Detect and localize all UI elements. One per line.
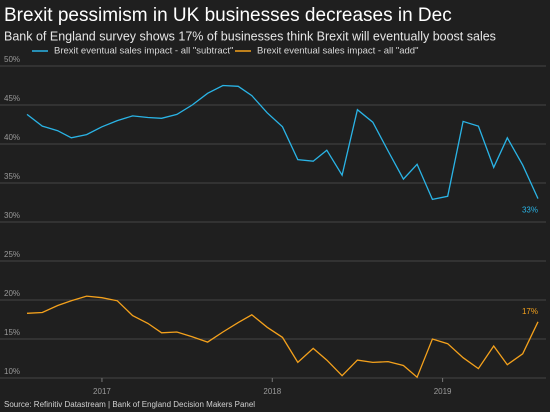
legend-label: Brexit eventual sales impact - all "add" (257, 46, 418, 57)
y-tick-label: 15% (4, 328, 20, 337)
end-label: 17% (522, 307, 538, 316)
x-tick-label: 2017 (93, 387, 111, 396)
y-tick-label: 25% (4, 250, 20, 259)
legend-label: Brexit eventual sales impact - all "subt… (54, 46, 233, 57)
y-tick-label: 35% (4, 172, 20, 181)
y-tick-label: 40% (4, 133, 20, 142)
chart-subtitle: Bank of England survey shows 17% of busi… (4, 29, 496, 43)
y-tick-label: 20% (4, 289, 20, 298)
series-line (26, 84, 539, 201)
chart-title: Brexit pessimism in UK businesses decrea… (4, 5, 452, 26)
x-tick-label: 2019 (434, 387, 452, 396)
y-tick-label: 10% (4, 367, 20, 376)
source-note: Source: Refinitiv Datastream | Bank of E… (4, 400, 255, 409)
y-tick-label: 50% (4, 55, 20, 64)
y-tick-label: 45% (4, 94, 20, 103)
y-tick-label: 30% (4, 211, 20, 220)
series-line (26, 295, 539, 379)
end-label: 33% (522, 206, 538, 215)
x-tick-label: 2018 (263, 387, 281, 396)
